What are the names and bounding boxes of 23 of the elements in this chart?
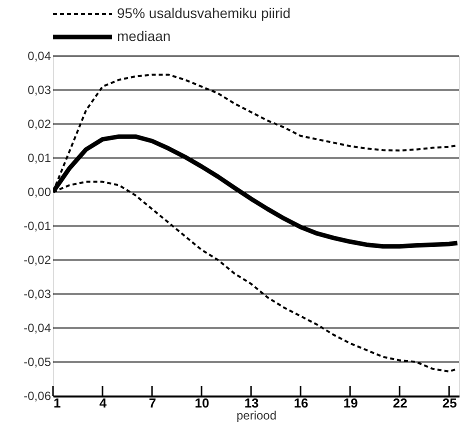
x-tick-label: 7 [148, 396, 156, 410]
y-tick-label: 0,00 [28, 185, 52, 199]
y-tick-label: -0,06 [24, 389, 52, 403]
x-tick-label: 13 [244, 396, 259, 410]
x-tick-label: 25 [442, 396, 457, 410]
legend-label: 95% usaldusvahemiku piirid [117, 5, 291, 21]
legend-label: mediaan [117, 28, 171, 44]
y-tick-label: 0,01 [28, 151, 52, 165]
x-axis-title: periood [236, 408, 277, 422]
x-tick-label: 22 [392, 396, 408, 410]
x-tick-label: 10 [194, 396, 210, 410]
y-tick-label: 0,02 [28, 117, 52, 131]
y-tick-label: -0,03 [24, 287, 52, 301]
y-tick-label: -0,04 [24, 321, 52, 335]
y-tick-label: -0,05 [24, 355, 52, 369]
y-tick-label: 0,04 [28, 49, 52, 63]
x-tick-label: 1 [54, 396, 61, 410]
y-tick-label: 0,03 [28, 83, 52, 97]
y-tick-label: -0,01 [24, 219, 52, 233]
y-tick-label: -0,02 [24, 253, 52, 267]
x-tick-label: 19 [343, 396, 358, 410]
x-tick-label: 16 [294, 396, 308, 410]
x-tick-label: 4 [99, 396, 108, 410]
